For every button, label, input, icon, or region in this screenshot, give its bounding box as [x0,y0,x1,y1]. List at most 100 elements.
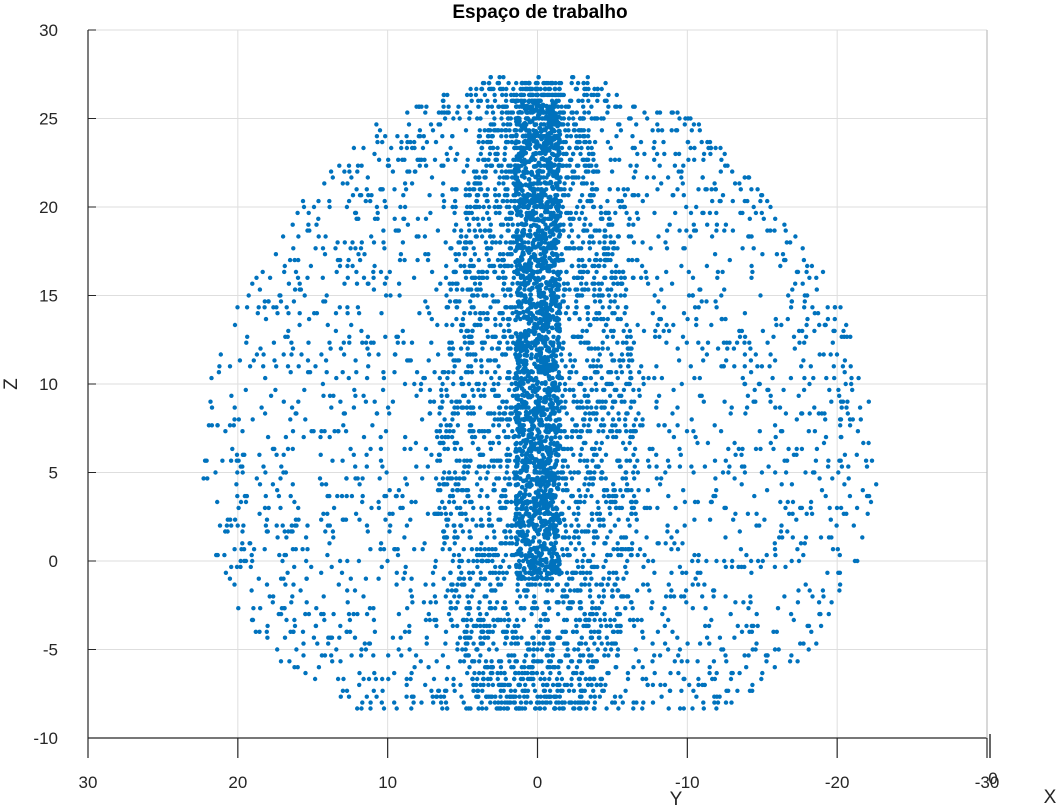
scatter-point [665,175,671,180]
scatter-point [600,305,605,310]
scatter-point [541,92,546,98]
scatter-point [450,204,455,210]
scatter-point [437,429,443,434]
scatter-point [453,252,458,257]
scatter-point [426,252,431,257]
scatter-point [593,370,598,375]
scatter-point [567,387,572,393]
scatter-point [429,175,435,180]
scatter-point [494,198,499,204]
scatter-point [681,163,686,168]
scatter-point [579,641,584,646]
scatter-point [254,352,260,357]
scatter-point [365,529,370,534]
scatter-point [228,458,234,463]
scatter-point [509,139,514,145]
scatter-point [574,623,579,629]
scatter-point [627,617,633,623]
scatter-point [502,476,508,481]
scatter-point [565,488,570,493]
scatter-point [576,128,581,133]
scatter-point [578,659,583,664]
scatter-point [499,128,504,133]
scatter-point [715,269,721,275]
scatter-point [556,665,561,670]
scatter-point [574,370,579,375]
scatter-point [658,682,663,688]
scatter-point [865,511,870,516]
scatter-point [623,535,629,540]
scatter-point [631,617,636,623]
scatter-point [507,529,513,534]
scatter-point [533,80,539,86]
scatter-point [448,287,453,292]
scatter-point [765,198,770,204]
scatter-point [492,92,497,98]
scatter-point [409,576,414,581]
scatter-point [564,594,569,599]
scatter-point [678,452,683,457]
scatter-point [844,334,850,339]
scatter-point [489,263,495,269]
scatter-point [360,340,365,345]
scatter-point [444,429,449,434]
scatter-point [576,564,581,570]
scatter-point [704,635,710,640]
scatter-point [409,670,414,676]
scatter-point [462,311,467,316]
scatter-point [857,405,863,410]
scatter-point [496,700,501,705]
scatter-point [772,665,777,670]
scatter-point [500,399,506,404]
scatter-point [432,594,438,599]
scatter-point [681,246,686,251]
scatter-point [579,275,585,280]
scatter-point [275,647,280,652]
scatter-point [470,570,476,575]
scatter-point [448,600,453,605]
scatter-point [736,446,741,452]
scatter-point [764,552,769,558]
scatter-point [585,458,590,463]
scatter-point [481,311,486,316]
scatter-point [624,570,629,575]
scatter-point [626,547,631,552]
scatter-point [361,434,367,440]
scatter-point [663,240,668,245]
scatter-point [690,558,695,564]
scatter-point [489,104,495,109]
scatter-point [495,257,501,263]
scatter-point [577,198,583,204]
scatter-point [730,169,735,174]
scatter-point [807,275,812,280]
scatter-point [750,682,755,688]
scatter-point [557,86,562,92]
scatter-point [689,128,694,133]
scatter-point [462,499,468,505]
scatter-point [469,629,474,634]
scatter-point [281,452,286,457]
scatter-point [364,694,369,699]
scatter-point [637,393,642,398]
scatter-point [638,139,644,145]
scatter-point [460,529,466,534]
scatter-point [704,558,709,564]
scatter-point [832,316,837,322]
scatter-point [440,399,445,404]
scatter-point [217,364,222,369]
scatter-point [479,86,485,92]
scatter-point [474,482,480,487]
scatter-point [235,523,240,528]
scatter-point [461,470,466,475]
scatter-point [523,488,528,493]
scatter-point [467,287,472,292]
scatter-point [490,440,496,446]
scatter-point [605,334,610,339]
scatter-point [232,417,237,422]
scatter-point [575,700,581,705]
scatter-point [696,122,702,127]
scatter-point [257,287,263,292]
scatter-point [553,434,558,440]
scatter-point [487,600,493,605]
scatter-point [602,387,607,393]
